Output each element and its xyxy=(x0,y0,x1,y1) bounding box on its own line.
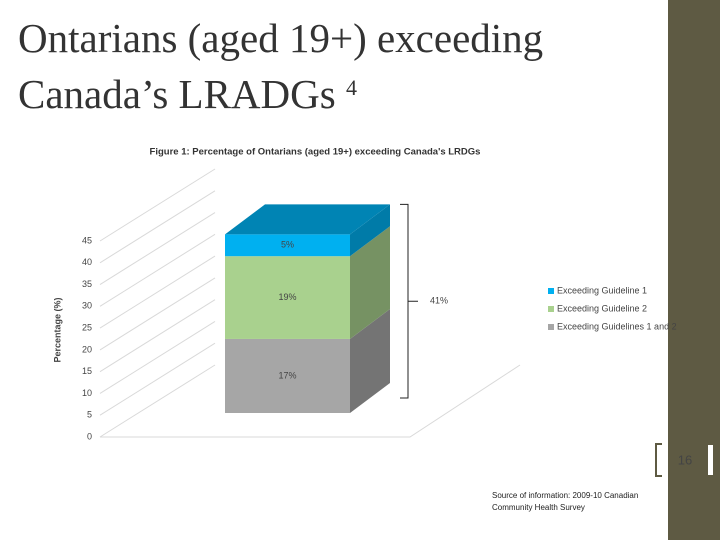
y-axis-label: Percentage (%) xyxy=(52,297,62,362)
page-number: 16 xyxy=(678,452,692,467)
y-tick-label: 30 xyxy=(82,301,92,311)
bar-side xyxy=(350,226,390,339)
y-tick-label: 10 xyxy=(82,388,92,398)
grid-line xyxy=(99,255,216,329)
grid-line xyxy=(99,299,216,373)
page-number-box xyxy=(655,443,715,477)
grid-line xyxy=(99,233,216,307)
grid-line xyxy=(99,277,216,351)
bar-side xyxy=(350,308,390,413)
y-tick-label: 5 xyxy=(87,410,92,420)
bar-side xyxy=(350,204,390,257)
legend-swatch xyxy=(548,324,554,330)
bar-segment xyxy=(225,338,350,413)
chart-title: Figure 1: Percentage of Ontarians (aged … xyxy=(150,147,481,158)
grid-line xyxy=(99,342,216,416)
y-tick-label: 25 xyxy=(82,322,92,332)
source: Source of information: 2009-10 Canadian xyxy=(492,491,638,500)
grid-line xyxy=(99,321,216,394)
y-tick-label: 15 xyxy=(82,366,92,376)
y-tick-label: 0 xyxy=(87,431,92,441)
floor xyxy=(100,364,521,438)
y-tick-label: 40 xyxy=(82,257,92,267)
value-label: 19% xyxy=(278,292,296,302)
legend-swatch xyxy=(548,306,554,312)
legend-label: Exceeding Guidelines 1 and 2 xyxy=(557,321,677,331)
bar-segment xyxy=(225,234,350,257)
bar-segment xyxy=(225,256,350,339)
total-bracket xyxy=(400,203,418,399)
grid-line xyxy=(99,168,216,242)
legend-label: Exceeding Guideline 1 xyxy=(557,285,647,295)
legend-label: Exceeding Guideline 2 xyxy=(557,303,647,313)
source: Community Health Survey xyxy=(492,503,585,512)
value-label: 17% xyxy=(278,370,296,380)
bar-top xyxy=(225,204,390,235)
legend-swatch xyxy=(548,288,554,294)
title-superscript: 4 xyxy=(346,75,357,100)
grid-line xyxy=(99,212,216,285)
y-tick-label: 35 xyxy=(82,279,92,289)
total-label: 41% xyxy=(430,296,448,306)
grid-line xyxy=(99,364,216,438)
y-tick-label: 20 xyxy=(82,344,92,354)
y-tick-label: 45 xyxy=(82,235,92,245)
slide-title: Ontarians (aged 19+) exceeding xyxy=(18,15,543,61)
slide-title: Canada’s LRADGs xyxy=(18,71,336,117)
grid-line xyxy=(99,190,216,264)
value-label: 5% xyxy=(281,240,294,250)
